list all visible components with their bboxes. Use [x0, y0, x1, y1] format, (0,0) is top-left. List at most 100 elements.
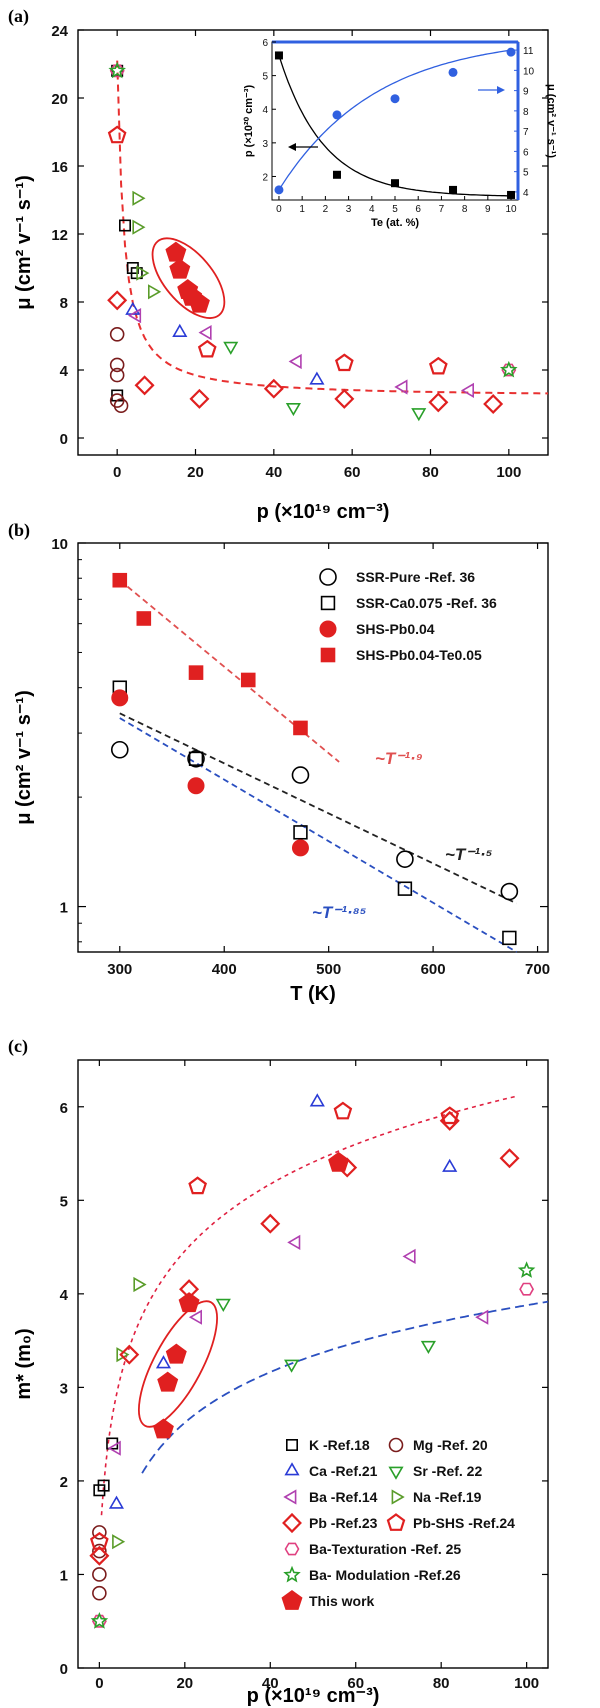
legend-marker-c	[386, 1513, 406, 1531]
data-point-c	[92, 1525, 107, 1540]
legend-marker-c	[284, 1462, 300, 1476]
x-tick-label: 0	[113, 464, 121, 481]
inset-x-tick-label: 7	[439, 204, 445, 215]
inset-p-point	[507, 190, 516, 199]
data-point-c	[402, 1248, 416, 1264]
data-point-b	[110, 740, 129, 759]
x-axis-label-c: p (×10¹⁹ cm⁻³)	[247, 1685, 380, 1707]
data-point-a	[108, 61, 127, 79]
axes-frame-b	[77, 542, 549, 953]
data-point-c	[112, 1534, 126, 1550]
inset-mu-point	[448, 67, 458, 77]
inset-mu-point	[332, 110, 342, 120]
data-point-a	[428, 392, 449, 413]
data-point-a	[132, 219, 146, 235]
data-point-a	[107, 290, 128, 311]
data-point-a	[223, 341, 239, 355]
x-tick-label: 40	[265, 464, 282, 481]
data-point-c	[89, 1545, 110, 1566]
data-point-c	[333, 1101, 353, 1120]
y-axis-label-c: m* (m₀)	[13, 1328, 35, 1399]
inset-mu-point	[390, 94, 400, 104]
legend-label-c: Sr -Ref. 22	[413, 1463, 482, 1479]
y-tick-label: 6	[60, 1100, 68, 1117]
x-tick-label: 20	[187, 464, 204, 481]
fit-line-red	[119, 579, 340, 763]
data-point-c	[188, 1176, 207, 1195]
panel-label-c: (c)	[8, 1036, 28, 1057]
data-point-a	[198, 325, 212, 341]
data-point-c	[92, 1543, 107, 1559]
data-point-c	[178, 1292, 200, 1313]
data-point-c	[309, 1093, 325, 1107]
fit-label: ~T⁻¹·⁹	[375, 749, 423, 768]
legend-label-b: SHS-Pb0.04	[356, 621, 435, 637]
data-point-a	[188, 292, 210, 313]
x-tick-label: 60	[347, 1675, 364, 1692]
y-axis-label-a: μ (cm² v⁻¹ s⁻¹)	[13, 175, 35, 309]
data-point-a	[309, 371, 325, 385]
legend-marker-b	[320, 595, 336, 611]
legend-label-c: Pb -Ref.23	[309, 1515, 378, 1531]
data-point-a	[483, 394, 504, 414]
legend-label-c: Na -Ref.19	[413, 1489, 482, 1505]
data-point-a	[134, 375, 155, 396]
legend-marker-c	[284, 1542, 300, 1556]
data-point-c	[90, 1612, 109, 1629]
inset-p-point	[274, 51, 283, 60]
inset-yr-tick-label: 11	[523, 46, 534, 57]
legend-marker-b	[320, 647, 336, 663]
data-point-a	[109, 357, 125, 373]
fit-line-black	[119, 712, 518, 905]
x-axis-label-b: T (K)	[290, 983, 336, 1005]
x-tick-label: 60	[344, 464, 361, 481]
data-point-c	[439, 1110, 460, 1131]
data-point-a	[169, 258, 191, 279]
y-tick-label: 0	[60, 431, 68, 448]
data-point-a	[189, 388, 210, 409]
inset-yl-tick-label: 5	[262, 72, 268, 83]
legend-marker-c	[391, 1489, 405, 1505]
y-tick-label: 0	[60, 1661, 68, 1678]
fit-curve-a	[116, 60, 548, 395]
y-tick-label: 12	[51, 227, 68, 244]
legend-marker-b	[319, 568, 337, 586]
y-tick-label: 2	[60, 1474, 68, 1491]
data-point-b	[502, 930, 517, 946]
data-point-a	[334, 388, 355, 409]
inset-x-tick-label: 5	[392, 204, 398, 215]
legend-label-b: SHS-Pb0.04-Te0.05	[356, 647, 482, 663]
data-point-c	[517, 1261, 536, 1278]
y-axis-label-b: μ (cm² v⁻¹ s⁻¹)	[13, 690, 35, 824]
x-tick-label: 300	[107, 961, 132, 978]
inset-p-point	[449, 185, 458, 194]
fit-label: ~T⁻¹·⁸⁵	[312, 903, 367, 922]
y-tick-label: 20	[51, 91, 68, 108]
data-point-b	[291, 766, 310, 784]
panel-b: (b) 300 400 500 600 700 1 10 T (K) μ (cm² v⁻¹ s⁻¹…	[8, 520, 550, 1005]
x-tick-label: 40	[262, 1675, 279, 1692]
legend-marker-c	[388, 1466, 404, 1480]
inset-x-tick-label: 0	[276, 204, 282, 215]
inset-frame	[271, 41, 519, 201]
inset-x-axis-label: Te (at. %)	[371, 217, 419, 229]
x-tick-label: 400	[212, 961, 237, 978]
data-point-c	[519, 1282, 535, 1296]
y-tick-label: 1	[60, 1567, 68, 1584]
inset-x-tick-label: 8	[462, 204, 468, 215]
data-point-c	[92, 1585, 107, 1601]
legend-marker-c	[281, 1589, 303, 1610]
axes-frame-a	[77, 29, 549, 456]
data-point-a	[165, 241, 187, 262]
data-point-c	[97, 1479, 110, 1492]
inset-yr-tick-label: 7	[523, 127, 529, 138]
data-point-c	[107, 1440, 121, 1456]
x-tick-label: 80	[422, 464, 439, 481]
data-point-a	[148, 284, 162, 300]
data-point-c	[133, 1276, 147, 1293]
highlight-ellipse-a	[151, 237, 226, 319]
legend-marker-c	[388, 1437, 404, 1453]
data-point-b	[397, 881, 413, 896]
